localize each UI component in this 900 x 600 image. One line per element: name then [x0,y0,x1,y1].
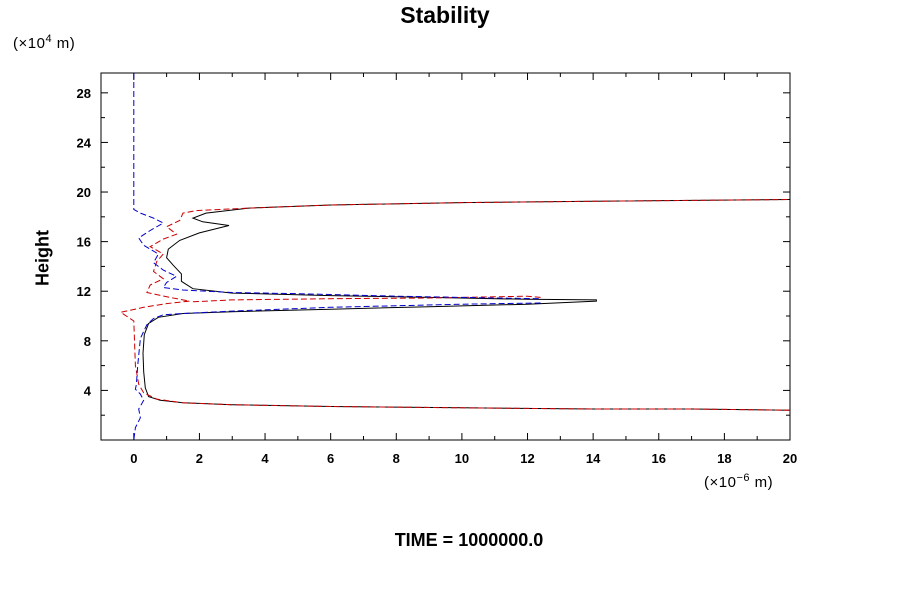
x-tick-label: 2 [196,451,203,466]
y-tick-label: 12 [77,284,91,299]
series-2-line-0 [133,73,541,300]
y-tick-label: 16 [77,235,91,250]
x-tick-label: 0 [130,451,137,466]
series-0-line-0 [142,199,790,411]
series-1-line-0 [119,199,790,411]
chart-title: Stability [400,2,490,28]
x-tick-label: 14 [586,451,601,466]
y-axis-unit: (×104 m) [13,33,76,52]
plot-frame [100,72,791,441]
x-tick-label: 12 [520,451,534,466]
x-tick-label: 6 [327,451,334,466]
x-tick-label: 8 [393,451,400,466]
x-tick-label: 20 [783,451,797,466]
x-tick-label: 4 [261,451,269,466]
y-tick-label: 20 [77,185,91,200]
y-tick-label: 8 [84,334,91,349]
time-label: TIME = 1000000.0 [394,530,544,550]
y-tick-label: 4 [84,383,92,398]
x-axis-unit: (×10−6 m) [704,472,774,491]
x-tick-label: 16 [652,451,666,466]
series-1-line-1 [192,295,541,303]
y-tick-label: 24 [77,135,92,150]
x-tick-label: 10 [455,451,469,466]
series-2-line-1 [133,302,541,440]
x-tick-label: 18 [717,451,731,466]
y-tick-label: 28 [77,86,91,101]
